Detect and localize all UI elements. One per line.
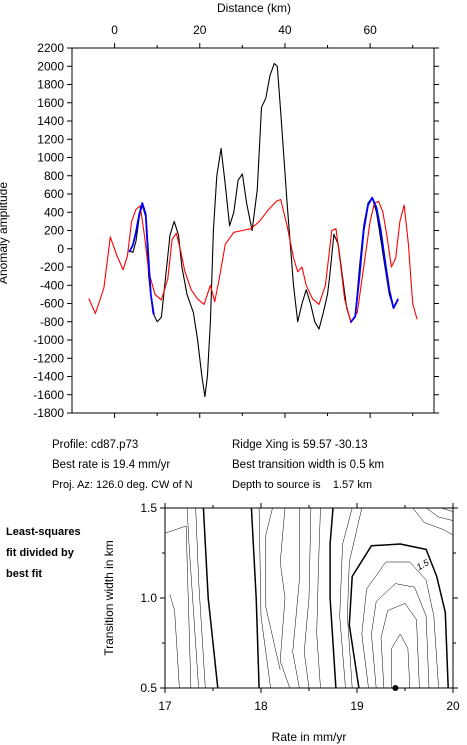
top-x-tick-label: 60 [363, 23, 377, 37]
top-y-tick-label: 1200 [37, 132, 64, 146]
bottom-x-tick-label: 17 [158, 699, 172, 713]
contour-line-7 [265, 507, 281, 671]
contour-line-16 [361, 561, 439, 689]
bottom-plot-frame [164, 507, 454, 689]
contour-line-5 [250, 507, 260, 689]
top-y-axis-label: Anomaly amplitude [0, 182, 10, 284]
best-rate-text: Best rate is 19.4 mm/yr [52, 459, 170, 471]
bottom-y-tick-label: 1.5 [140, 501, 157, 515]
top-y-tick-label: -1800 [33, 406, 64, 420]
contour-lines [164, 507, 454, 689]
top-y-tick-label: -1400 [33, 370, 64, 384]
contour-line-4 [202, 507, 219, 689]
bottom-y-tick-label: 0.5 [140, 681, 157, 695]
top-y-tick-label: 1400 [37, 114, 64, 128]
bottom-y-axis-label: Transition width in km [102, 540, 116, 656]
top-y-tick-label: -800 [40, 315, 64, 329]
side-note-line-3: best fit [6, 568, 42, 580]
contour-line-22 [441, 507, 454, 512]
bottom-x-ticks: 17 18 19 20 [158, 503, 460, 713]
bottom-y-tick-label: 1.0 [140, 591, 157, 605]
contour-line-14 [347, 507, 363, 689]
bottom-x-tick-label: 19 [350, 699, 364, 713]
top-y-tick-label: -1000 [33, 333, 64, 347]
top-series-group [88, 62, 418, 398]
contour-line-1 [169, 594, 180, 689]
depth-text: Depth to source is 1.57 km [232, 479, 372, 491]
top-series-line-2 [128, 202, 155, 316]
bottom-x-axis-label: Rate in mm/yr [272, 730, 347, 744]
contour-line-18 [380, 603, 420, 689]
top-y-ticks: -1800 -1600 -1400 -1200 -1000 -800 -600 -400 -20… [33, 41, 439, 420]
contour-line-15 [348, 543, 449, 689]
side-note-line-1: Least-squares [6, 526, 81, 538]
contour-line-0 [164, 525, 192, 689]
contour-line-20 [412, 507, 454, 536]
contour-line-13 [339, 507, 353, 689]
top-y-tick-label: -600 [40, 297, 64, 311]
top-y-tick-label: 2000 [37, 59, 64, 73]
contour-line-17 [371, 583, 430, 689]
top-y-tick-label: -200 [40, 260, 64, 274]
bottom-y-ticks: 0.5 1.0 1.5 [140, 501, 458, 695]
contour-line-2 [186, 507, 199, 689]
contour-line-11 [316, 507, 321, 689]
contour-line-6 [258, 507, 271, 689]
top-y-tick-label: 0 [57, 242, 64, 256]
contour-line-10 [303, 507, 312, 689]
contour-line-19 [391, 633, 411, 689]
top-y-tick-label: 1000 [37, 151, 64, 165]
side-note-line-2: fit divided by [6, 547, 75, 559]
ridge-xing-text: Ridge Xing is 59.57 -30.13 [232, 439, 368, 451]
contour-line-21 [425, 507, 454, 521]
top-y-tick-label: 200 [44, 224, 64, 238]
top-x-tick-label: 40 [278, 23, 292, 37]
contour-line-8 [279, 507, 291, 689]
top-y-tick-label: -400 [40, 278, 64, 292]
top-series-line-3 [350, 196, 399, 323]
proj-az-text: Proj. Az: 126.0 deg. CW of N [52, 479, 193, 491]
top-y-tick-label: 2200 [37, 41, 64, 55]
bottom-x-tick-label: 20 [446, 699, 460, 713]
contour-line-12 [329, 507, 337, 689]
top-y-tick-label: 1600 [37, 96, 64, 110]
top-series-line-0 [128, 62, 399, 398]
contour-line-9 [292, 508, 300, 689]
top-plot-frame [71, 47, 435, 414]
top-x-axis-label: Distance (km) [217, 1, 291, 15]
top-x-ticks: 0 20 40 60 [111, 23, 414, 418]
profile-text: Profile: cd87.p73 [52, 439, 138, 451]
top-x-tick-label: 0 [111, 23, 118, 37]
top-x-tick-label: 20 [193, 23, 207, 37]
top-y-tick-label: 800 [44, 169, 64, 183]
top-y-tick-label: 1800 [37, 78, 64, 92]
bottom-x-tick-label: 18 [254, 699, 268, 713]
top-y-tick-label: -1200 [33, 351, 64, 365]
top-y-tick-label: 400 [44, 205, 64, 219]
best-width-text: Best transition width is 0.5 km [232, 459, 384, 471]
contour-line-3 [195, 507, 206, 689]
top-y-tick-label: -1600 [33, 388, 64, 402]
top-y-tick-label: 600 [44, 187, 64, 201]
